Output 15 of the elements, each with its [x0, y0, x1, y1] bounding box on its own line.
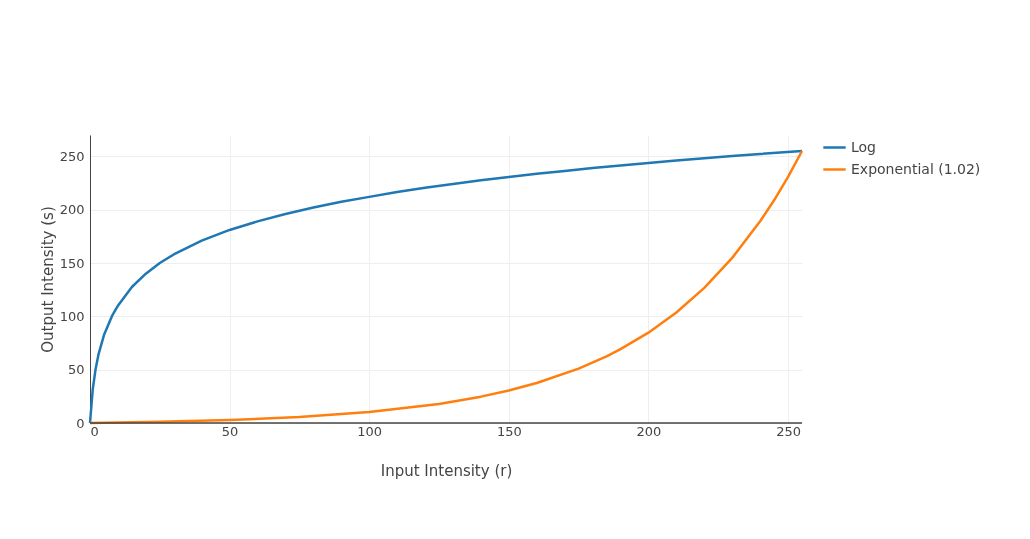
x-tick-label: 0 [90, 423, 99, 439]
legend-label: Exponential (1.02) [851, 160, 981, 177]
x-axis-title: Input Intensity (r) [380, 461, 513, 480]
y-axis-title: Output Intensity (s) [38, 206, 57, 353]
y-tick-label: 50 [67, 362, 85, 378]
y-tick-label: 250 [59, 148, 85, 164]
legend-label: Log [851, 138, 877, 155]
y-tick-label: 200 [59, 202, 85, 218]
y-tick-label: 100 [59, 308, 85, 324]
x-tick-label: 200 [636, 423, 662, 439]
x-tick-label: 150 [496, 423, 522, 439]
y-tick-label: 150 [59, 255, 85, 271]
x-tick-label: 250 [776, 423, 801, 439]
x-tick-label: 50 [221, 423, 239, 439]
x-tick-label: 100 [357, 423, 383, 439]
